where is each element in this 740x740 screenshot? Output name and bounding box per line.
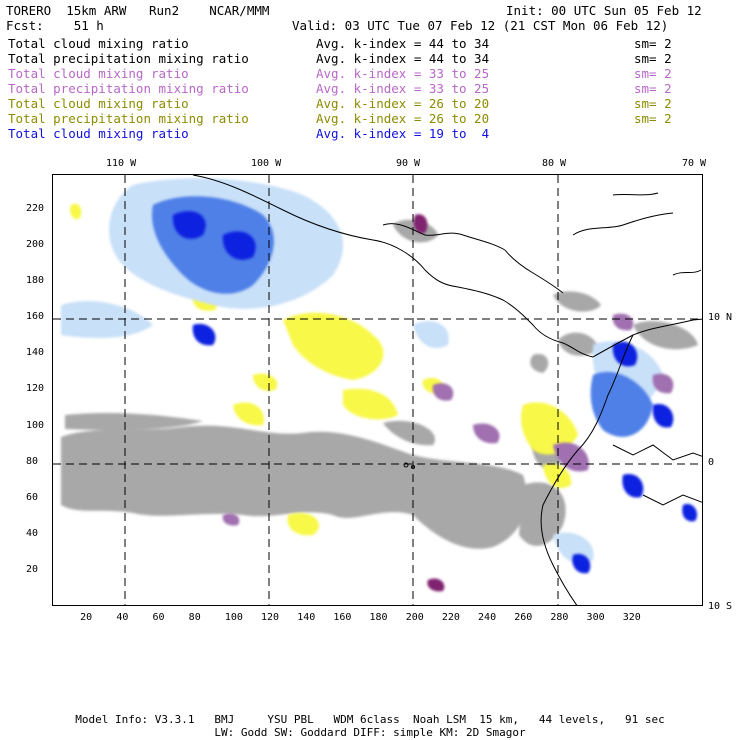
x-tick-label: 280 — [550, 612, 569, 623]
y-tick-label: 100 — [26, 419, 45, 431]
lat-label: 10 N — [708, 312, 733, 323]
lon-label: 70 W — [682, 158, 707, 169]
legend-kindex: Avg. k-index = 44 to 34 — [316, 51, 490, 66]
x-tick-label: 20 — [80, 612, 93, 623]
y-tick-label: 160 — [26, 311, 45, 323]
legend-field: Total cloud mixing ratio — [8, 96, 189, 111]
legend-kindex: Avg. k-index = 44 to 34 — [316, 36, 490, 51]
dark-purple-field — [413, 214, 445, 592]
x-tick-label: 160 — [333, 612, 352, 623]
x-tick-label: 240 — [478, 612, 497, 623]
legend-kindex: Avg. k-index = 33 to 25 — [316, 66, 490, 81]
x-tick-label: 100 — [224, 612, 243, 623]
legend-smoothing: sm= 2 — [634, 36, 672, 51]
map-panel — [52, 174, 703, 606]
x-tick-label: 120 — [261, 612, 280, 623]
legend-kindex: Avg. k-index = 33 to 25 — [316, 81, 490, 96]
x-tick-label: 200 — [405, 612, 424, 623]
forecast-hour: Fcst: 51 h — [6, 18, 104, 33]
y-tick-label: 20 — [26, 563, 39, 575]
legend-smoothing: sm= 2 — [634, 51, 672, 66]
x-tick-label: 140 — [297, 612, 316, 623]
legend-smoothing: sm= 2 — [634, 66, 672, 81]
x-tick-label: 180 — [369, 612, 388, 623]
lon-label: 80 W — [542, 158, 567, 169]
y-tick-label: 200 — [26, 239, 45, 250]
legend-field: Total cloud mixing ratio — [8, 66, 189, 81]
lon-label: 90 W — [396, 158, 421, 169]
graticule — [53, 175, 702, 605]
legend-smoothing: sm= 2 — [634, 96, 672, 111]
x-tick-label: 80 — [188, 612, 201, 623]
lat-label: 0 — [708, 457, 715, 468]
x-tick-label: 320 — [622, 612, 641, 623]
legend-kindex: Avg. k-index = 26 to 20 — [316, 96, 490, 111]
legend-smoothing: sm= 2 — [634, 111, 672, 126]
lat-label: 10 S — [708, 601, 733, 612]
y-tick-label: 140 — [26, 347, 45, 359]
y-tick-label: 40 — [26, 527, 39, 539]
y-tick-label: 80 — [26, 455, 39, 467]
legend-field: Total precipitation mixing ratio — [8, 111, 249, 126]
legend-field: Total precipitation mixing ratio — [8, 81, 249, 96]
legend-kindex: Avg. k-index = 19 to 4 — [316, 126, 490, 141]
forecast-map — [53, 175, 702, 605]
legend-kindex: Avg. k-index = 26 to 20 — [316, 111, 490, 126]
lon-label: 110 W — [106, 158, 137, 169]
coastlines — [192, 175, 702, 605]
model-info: Model Info: V3.3.1 BMJ YSU PBL WDM 6clas… — [75, 713, 665, 726]
legend-field: Total cloud mixing ratio — [8, 36, 189, 51]
lon-label: 100 W — [251, 158, 282, 169]
physics-info: LW: Godd SW: Goddard DIFF: simple KM: 2D… — [214, 726, 526, 739]
legend-field: Total cloud mixing ratio — [8, 126, 189, 141]
x-tick-label: 260 — [514, 612, 533, 623]
x-tick-label: 40 — [116, 612, 129, 623]
legend-field: Total precipitation mixing ratio — [8, 51, 249, 66]
y-tick-label: 60 — [26, 491, 39, 503]
x-tick-label: 300 — [586, 612, 605, 623]
y-tick-label: 180 — [26, 275, 45, 287]
legend-smoothing: sm= 2 — [634, 81, 672, 96]
init-time: Init: 00 UTC Sun 05 Feb 12 — [506, 3, 702, 18]
y-tick-label: 120 — [26, 383, 45, 395]
valid-time: Valid: 03 UTC Tue 07 Feb 12 (21 CST Mon … — [292, 18, 669, 33]
model-title: TORERO 15km ARW Run2 NCAR/MMM — [6, 3, 270, 18]
y-tick-label: 220 — [26, 202, 45, 214]
x-tick-label: 60 — [152, 612, 165, 623]
x-tick-label: 220 — [441, 612, 460, 623]
